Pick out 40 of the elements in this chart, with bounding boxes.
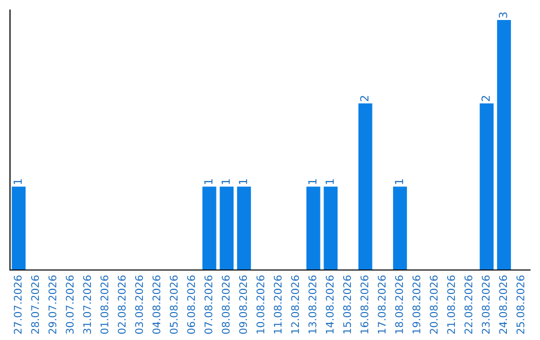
data-label: 1	[222, 179, 230, 184]
x-tick-label: 31.07.2026	[83, 276, 92, 334]
x-tick-label: 24.08.2026	[499, 276, 508, 334]
x-tick-label: 10.08.2026	[256, 276, 264, 334]
x-tick-label: 23.08.2026	[482, 276, 490, 334]
x-tick-label: 05.08.2026	[170, 276, 178, 334]
x-tick-label: 04.08.2026	[152, 276, 160, 334]
x-tick-label: 15.08.2026	[343, 276, 352, 334]
x-tick-label: 29.07.2026	[48, 276, 56, 334]
x-tick-label: 17.08.2026	[378, 276, 386, 334]
x-tick-label: 08.08.2026	[222, 276, 230, 334]
x-tick-label: 22.08.2026	[464, 276, 472, 334]
x-tick-label: 19.08.2026	[412, 276, 420, 334]
data-label: 1	[308, 179, 316, 184]
data-label: 1	[326, 179, 334, 184]
x-tick-label: 27.07.2026	[14, 276, 22, 334]
data-label: 2	[481, 96, 490, 102]
x-tick-label: 13.08.2026	[308, 276, 316, 334]
data-label: 1	[394, 179, 404, 184]
x-tick-label: 28.07.2026	[31, 276, 40, 334]
x-tick-label: 21.08.2026	[447, 276, 456, 334]
x-tick-label: 06.08.2026	[187, 276, 196, 334]
x-tick-label: 18.08.2026	[395, 276, 404, 334]
data-label: 1	[204, 179, 212, 184]
data-label: 2	[360, 96, 368, 102]
x-tick-label: 11.08.2026	[274, 276, 282, 334]
x-tick-label: 20.08.2026	[430, 276, 438, 334]
x-tick-label: 25.08.2026	[516, 276, 524, 334]
x-tick-label: 12.08.2026	[291, 276, 300, 334]
x-tick-label: 01.08.2026	[100, 276, 108, 334]
x-tick-label: 02.08.2026	[118, 276, 126, 334]
x-tick-label: 14.08.2026	[326, 276, 334, 334]
x-tick-label: 16.08.2026	[360, 276, 368, 334]
x-tick-label: 03.08.2026	[135, 276, 144, 334]
data-label: 1	[14, 179, 22, 184]
data-label: 3	[498, 12, 508, 18]
x-tick-label: 07.08.2026	[204, 276, 212, 334]
data-label: 1	[238, 179, 248, 184]
x-tick-label: 09.08.2026	[239, 276, 248, 334]
x-tick-label: 30.07.2026	[66, 276, 74, 334]
